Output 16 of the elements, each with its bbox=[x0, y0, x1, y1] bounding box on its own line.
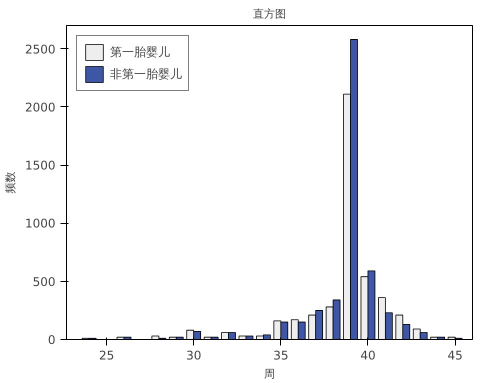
y-tick-label: 2500 bbox=[24, 42, 56, 56]
y-tick-label: 0 bbox=[48, 333, 56, 347]
y-tick-label: 1000 bbox=[24, 216, 56, 231]
y-tick-label: 2000 bbox=[24, 100, 56, 114]
y-tick-label: 500 bbox=[32, 274, 56, 289]
x-tick-label: 30 bbox=[186, 348, 202, 362]
legend-label: 非第一胎婴儿 bbox=[110, 66, 182, 82]
y-tick-label: 1500 bbox=[24, 158, 56, 173]
x-tick-label: 40 bbox=[360, 348, 376, 362]
x-tick-label: 25 bbox=[98, 348, 114, 362]
x-tick-label: 35 bbox=[273, 348, 288, 362]
chart-title: 直方图 bbox=[253, 8, 286, 20]
legend-label: 第一胎婴儿 bbox=[110, 44, 170, 60]
x-tick-label: 45 bbox=[447, 348, 463, 362]
x-axis-title: 周 bbox=[264, 368, 275, 380]
y-axis-title: 频数 bbox=[4, 172, 17, 194]
